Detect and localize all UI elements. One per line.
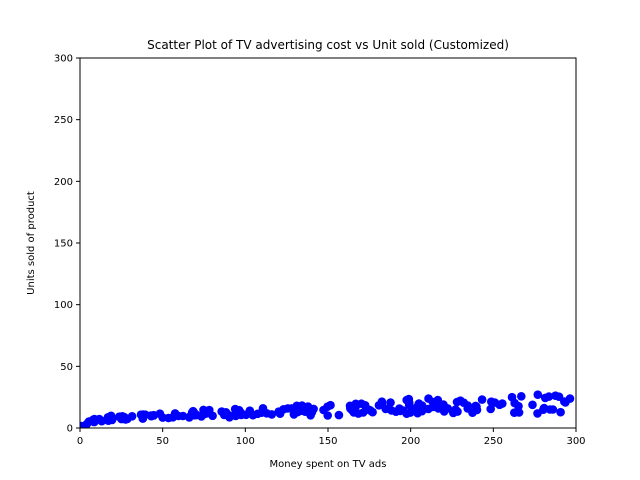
data-point	[565, 394, 575, 403]
data-point	[453, 407, 462, 416]
data-point	[486, 404, 496, 414]
data-point	[208, 411, 217, 421]
x-tick-label: 300	[566, 436, 585, 447]
x-tick-label: 250	[484, 436, 503, 447]
axis-ticks: 0 50 100 150 200 250 300 0 50 100 150 200 250 300	[54, 54, 586, 448]
x-tick-label: 0	[77, 436, 83, 447]
y-tick-label: 0	[67, 424, 73, 435]
data-point	[386, 398, 395, 407]
data-point	[556, 407, 565, 417]
data-point	[544, 392, 554, 401]
x-axis-label: Money spent on TV ads	[270, 459, 387, 470]
y-tick-label: 250	[54, 115, 73, 126]
data-point	[231, 409, 240, 418]
y-tick-label: 300	[54, 54, 73, 65]
data-point	[463, 401, 473, 410]
plot-frame	[79, 57, 577, 429]
y-tick-label: 50	[60, 362, 73, 373]
y-tick-label: 100	[54, 300, 73, 311]
chart-title: Scatter Plot of TV advertising cost vs U…	[147, 38, 509, 52]
data-point	[334, 410, 344, 420]
y-tick-label: 200	[54, 177, 73, 188]
data-point	[498, 399, 507, 408]
data-point	[309, 404, 318, 414]
data-point	[533, 390, 543, 400]
data-point	[267, 410, 277, 419]
data-point	[477, 395, 487, 404]
data-point	[377, 399, 387, 408]
y-axis-label: Units sold of product	[26, 191, 37, 295]
data-point	[472, 405, 482, 415]
data-point	[297, 401, 307, 410]
data-point	[323, 411, 333, 420]
data-point	[517, 392, 526, 401]
x-tick-label: 200	[401, 436, 420, 447]
data-points	[80, 390, 575, 428]
data-point	[548, 405, 558, 414]
data-point	[514, 401, 523, 411]
data-point	[432, 397, 442, 407]
data-point	[326, 400, 335, 410]
y-tick-label: 150	[54, 239, 73, 250]
data-point	[528, 400, 537, 410]
data-point	[514, 408, 524, 417]
x-tick-label: 150	[318, 436, 337, 447]
data-point	[368, 407, 377, 417]
data-point	[351, 402, 361, 411]
data-point	[413, 408, 422, 418]
x-tick-label: 100	[236, 436, 255, 447]
data-point	[424, 394, 433, 403]
data-point	[190, 408, 199, 418]
data-point	[106, 413, 116, 423]
x-tick-label: 50	[156, 436, 169, 447]
data-point	[417, 401, 427, 410]
data-point	[402, 395, 412, 405]
data-point	[127, 412, 137, 421]
